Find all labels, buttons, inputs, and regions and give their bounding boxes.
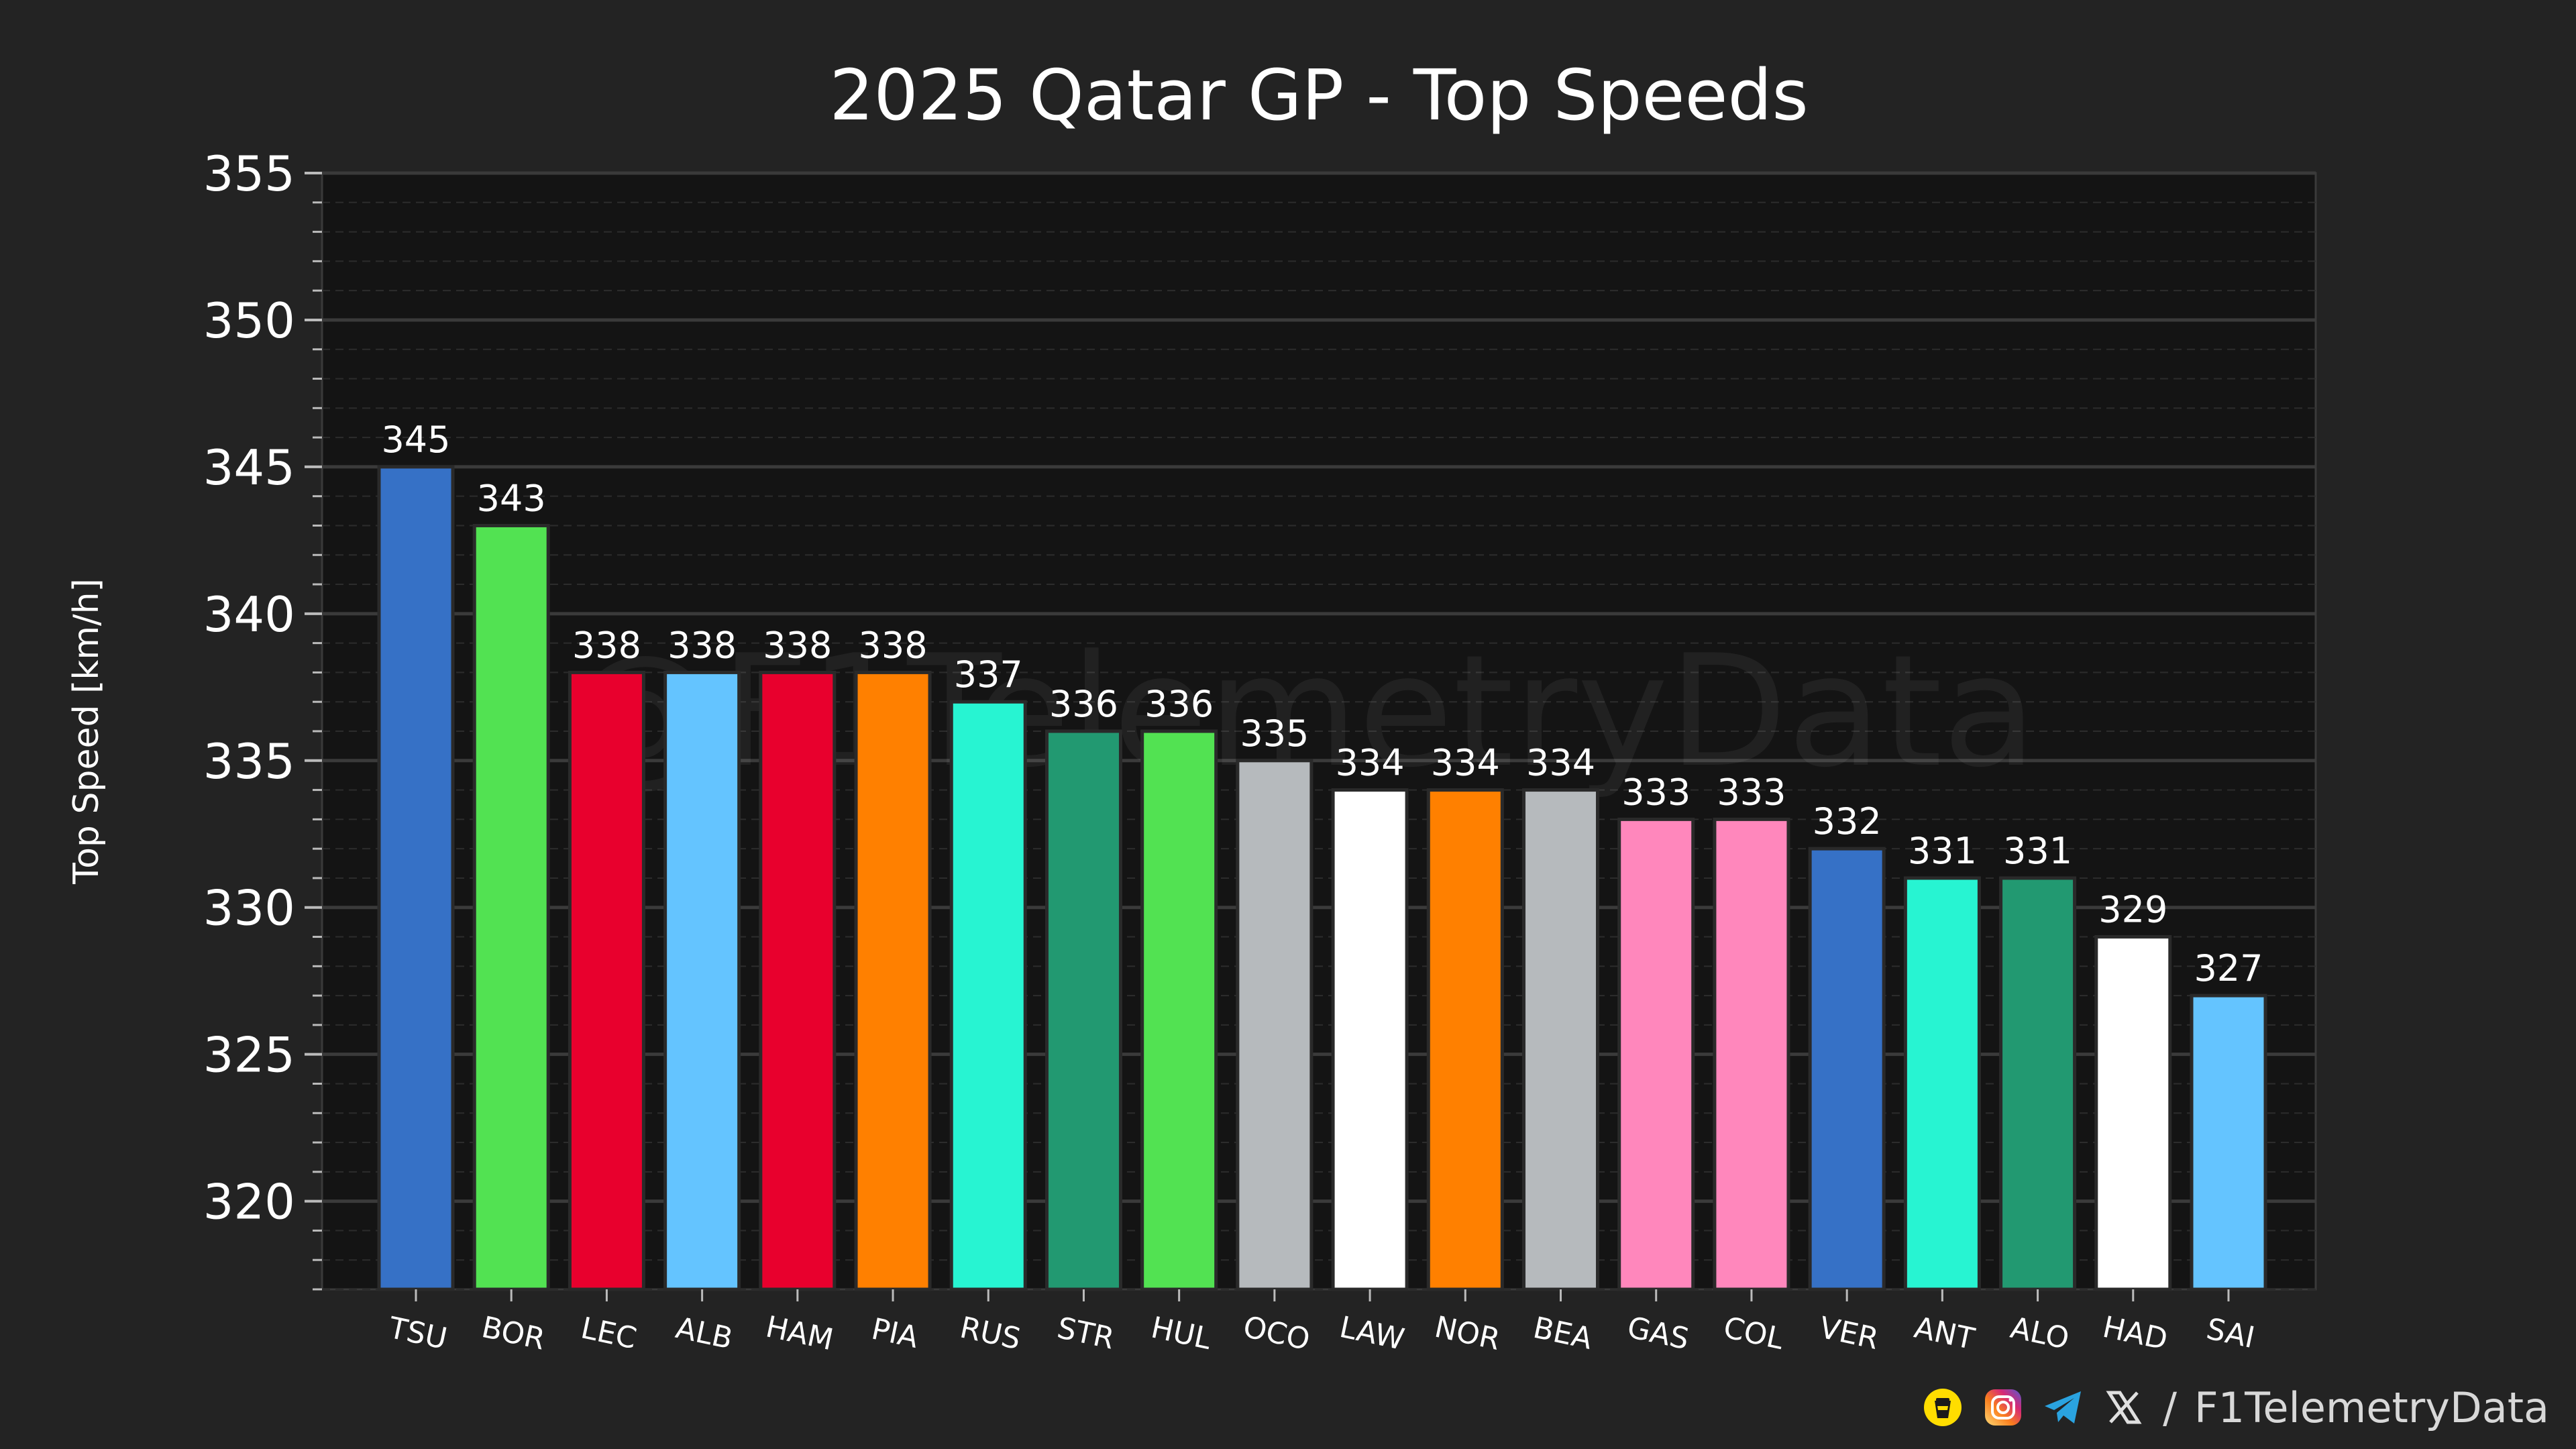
value-label: 343: [477, 477, 546, 519]
x-tick-label: HAM: [763, 1309, 837, 1357]
bar-law: [1331, 788, 1409, 1291]
value-label: 334: [1431, 742, 1500, 784]
instagram-icon[interactable]: [1982, 1386, 2025, 1429]
y-tick-label: 345: [203, 439, 295, 496]
value-label: 333: [1717, 771, 1786, 813]
x-tick-label: OCO: [1240, 1309, 1313, 1357]
bar-bor: [472, 523, 550, 1291]
bar-sai: [2190, 994, 2267, 1291]
x-tick-label: VER: [1817, 1311, 1882, 1356]
value-label: 327: [2194, 947, 2263, 989]
value-label: 338: [763, 624, 832, 666]
x-tick-label: RUS: [957, 1310, 1024, 1356]
chart-title: 2025 Qatar GP - Top Speeds: [829, 54, 1808, 136]
bar-pia: [854, 670, 932, 1291]
value-label: 334: [1526, 742, 1595, 784]
bar-str: [1044, 729, 1122, 1291]
x-tick-label: LAW: [1337, 1310, 1407, 1357]
x-tick-label: HAD: [2100, 1310, 2171, 1357]
footer-credits: / F1TelemetryData: [1921, 1381, 2549, 1434]
x-tick-label: COL: [1721, 1311, 1787, 1357]
bar-alo: [1999, 876, 2077, 1291]
bar-lec: [568, 670, 645, 1291]
bar-col: [1713, 817, 1790, 1291]
x-tick-label: LEC: [578, 1311, 640, 1356]
bar-nor: [1426, 788, 1504, 1291]
grid-lines: [322, 171, 2316, 1290]
footer-separator: /: [2163, 1383, 2177, 1432]
x-tick-label: ALB: [673, 1311, 736, 1356]
x-tick-label: TSU: [385, 1311, 450, 1356]
x-tick-label: ANT: [1911, 1311, 1978, 1357]
y-tick-label: 335: [203, 733, 295, 790]
footer-handle[interactable]: F1TelemetryData: [2194, 1383, 2549, 1432]
value-label: 338: [859, 624, 928, 666]
value-label: 338: [572, 624, 641, 666]
value-label: 331: [2003, 830, 2072, 872]
x-tick-label: PIA: [869, 1312, 922, 1355]
x-tick-label: SAI: [2204, 1311, 2258, 1355]
value-label: 338: [667, 624, 737, 666]
x-icon[interactable]: [2102, 1386, 2145, 1429]
value-label: 336: [1144, 683, 1214, 725]
bars: [377, 465, 2267, 1291]
x-tick-label: HUL: [1148, 1311, 1214, 1357]
x-tick-label: BEA: [1530, 1311, 1595, 1356]
y-tick-label: 350: [203, 292, 295, 349]
value-label: 335: [1240, 712, 1309, 755]
x-axis: TSU BOR LEC ALB HAM PIA RUS STR HUL OCO LAW NOR BEA G…: [385, 1289, 2257, 1357]
value-label: 345: [381, 419, 450, 461]
x-tick-label: BOR: [479, 1310, 548, 1357]
coffee-cup-icon[interactable]: [1921, 1386, 1964, 1429]
bar-ham: [759, 670, 837, 1291]
bar-gas: [1617, 817, 1695, 1291]
x-tick-label: ALO: [2007, 1311, 2072, 1356]
y-axis-label: Top Speed [km/h]: [66, 578, 107, 885]
value-label: 331: [1908, 830, 1977, 872]
bar-hul: [1140, 729, 1218, 1291]
y-tick-label: 355: [203, 146, 295, 202]
bar-alb: [663, 670, 741, 1291]
y-tick-label: 330: [203, 880, 295, 936]
bar-bea: [1522, 788, 1600, 1291]
y-tick-label: 340: [203, 586, 295, 643]
bar-tsu: [377, 465, 455, 1291]
bar-ver: [1808, 847, 1886, 1291]
value-label: 334: [1336, 742, 1405, 784]
bar-ant: [1903, 876, 1981, 1291]
value-labels: 345 343 338 338 338 338 337 336 336 335 334 334 334 3…: [381, 419, 2263, 989]
value-label: 336: [1049, 683, 1118, 725]
y-axis: 320 325 330 335 340 345 350 355: [203, 146, 322, 1291]
bar-had: [2094, 935, 2172, 1291]
value-label: 329: [2098, 889, 2167, 931]
value-label: 337: [954, 653, 1023, 696]
value-label: 332: [1813, 800, 1882, 843]
bar-oco: [1236, 759, 1313, 1291]
x-tick-label: STR: [1054, 1311, 1117, 1356]
y-tick-label: 325: [203, 1027, 295, 1083]
x-tick-label: NOR: [1432, 1310, 1503, 1357]
telegram-icon[interactable]: [2042, 1386, 2085, 1429]
y-tick-label: 320: [203, 1174, 295, 1230]
bar-rus: [949, 700, 1027, 1291]
x-tick-label: GAS: [1624, 1310, 1692, 1356]
value-label: 333: [1621, 771, 1690, 813]
